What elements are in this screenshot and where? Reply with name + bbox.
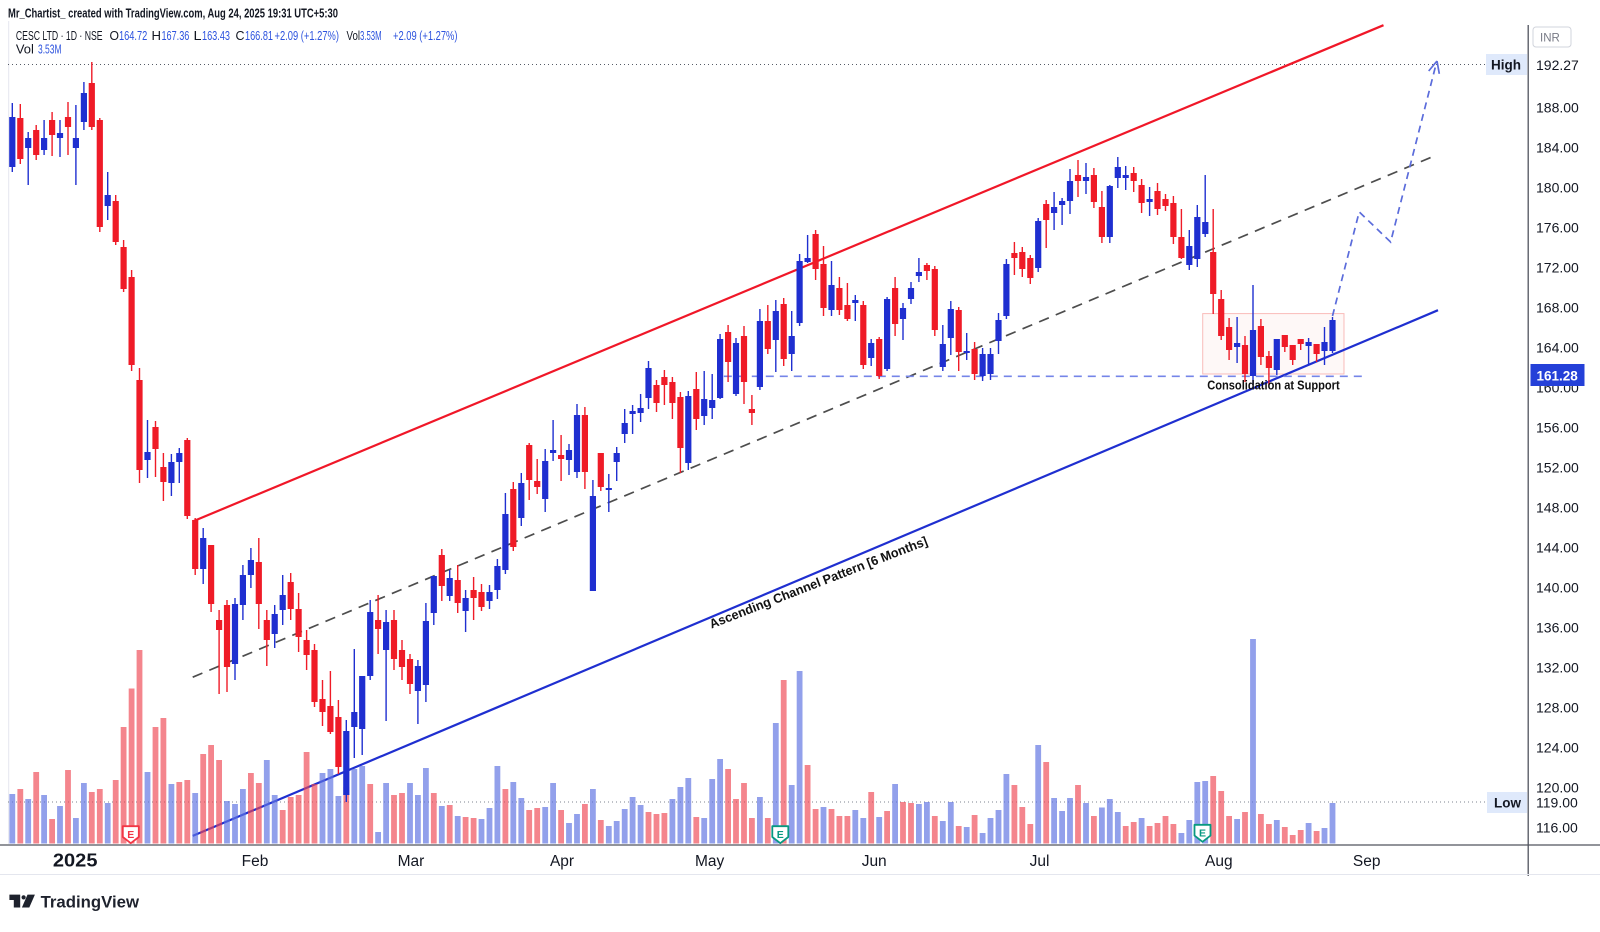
svg-text:Sep: Sep (1353, 853, 1381, 870)
svg-text:144.00: 144.00 (1536, 540, 1579, 556)
svg-text:O: O (110, 28, 120, 43)
svg-text:164.00: 164.00 (1536, 340, 1579, 356)
svg-text:116.00: 116.00 (1536, 819, 1578, 835)
svg-text:L: L (194, 28, 202, 43)
svg-text:136.00: 136.00 (1536, 620, 1579, 636)
svg-text:168.00: 168.00 (1536, 300, 1579, 316)
svg-text:E: E (127, 829, 134, 841)
svg-text:3.53M: 3.53M (38, 42, 62, 57)
svg-text:H: H (152, 28, 162, 43)
svg-text:120.00: 120.00 (1536, 779, 1579, 795)
svg-text:Consolidation at Support: Consolidation at Support (1207, 378, 1340, 393)
svg-text:Aug: Aug (1205, 853, 1233, 870)
svg-text:124.00: 124.00 (1536, 739, 1579, 755)
svg-text:176.00: 176.00 (1536, 220, 1579, 236)
svg-text:E: E (777, 829, 784, 841)
svg-text:Jul: Jul (1030, 853, 1050, 870)
svg-text:Feb: Feb (242, 853, 269, 870)
svg-text:Vol: Vol (347, 28, 361, 43)
svg-text:128.00: 128.00 (1536, 699, 1579, 715)
svg-text:140.00: 140.00 (1536, 580, 1579, 596)
svg-text:Mar: Mar (398, 853, 425, 870)
svg-text:156.00: 156.00 (1536, 420, 1579, 436)
svg-text:2025: 2025 (53, 851, 98, 871)
svg-text:C: C (236, 28, 245, 43)
svg-text:192.27: 192.27 (1536, 57, 1579, 73)
svg-text:3.53M: 3.53M (360, 28, 382, 43)
svg-text:119.00: 119.00 (1536, 795, 1578, 811)
svg-text:Mr_Chartist_ created with Trad: Mr_Chartist_ created with TradingView.co… (8, 6, 338, 21)
svg-text:132.00: 132.00 (1536, 659, 1579, 675)
svg-text:+2.09 (+1.27%): +2.09 (+1.27%) (393, 28, 458, 43)
svg-text:+2.09 (+1.27%): +2.09 (+1.27%) (275, 28, 340, 43)
svg-text:CESC LTD · 1D · NSE: CESC LTD · 1D · NSE (16, 28, 103, 43)
svg-text:180.00: 180.00 (1536, 180, 1579, 196)
svg-text:161.28: 161.28 (1537, 369, 1579, 384)
svg-text:TradingView: TradingView (41, 893, 140, 912)
svg-text:INR: INR (1540, 33, 1560, 45)
svg-text:184.00: 184.00 (1536, 140, 1579, 156)
svg-text:172.00: 172.00 (1536, 260, 1579, 276)
svg-text:148.00: 148.00 (1536, 500, 1579, 516)
svg-text:Jun: Jun (862, 853, 887, 870)
svg-text:164.72: 164.72 (119, 28, 147, 43)
svg-text:167.36: 167.36 (162, 28, 190, 43)
svg-text:E: E (1199, 828, 1206, 840)
svg-text:May: May (695, 853, 725, 870)
svg-text:188.00: 188.00 (1536, 100, 1579, 116)
svg-text:166.81: 166.81 (245, 28, 273, 43)
svg-text:152.00: 152.00 (1536, 460, 1579, 476)
svg-text:163.43: 163.43 (202, 28, 230, 43)
svg-text:Apr: Apr (550, 853, 574, 870)
svg-text:High: High (1491, 58, 1521, 73)
svg-text:Low: Low (1494, 796, 1521, 811)
svg-text:Vol: Vol (16, 42, 34, 57)
